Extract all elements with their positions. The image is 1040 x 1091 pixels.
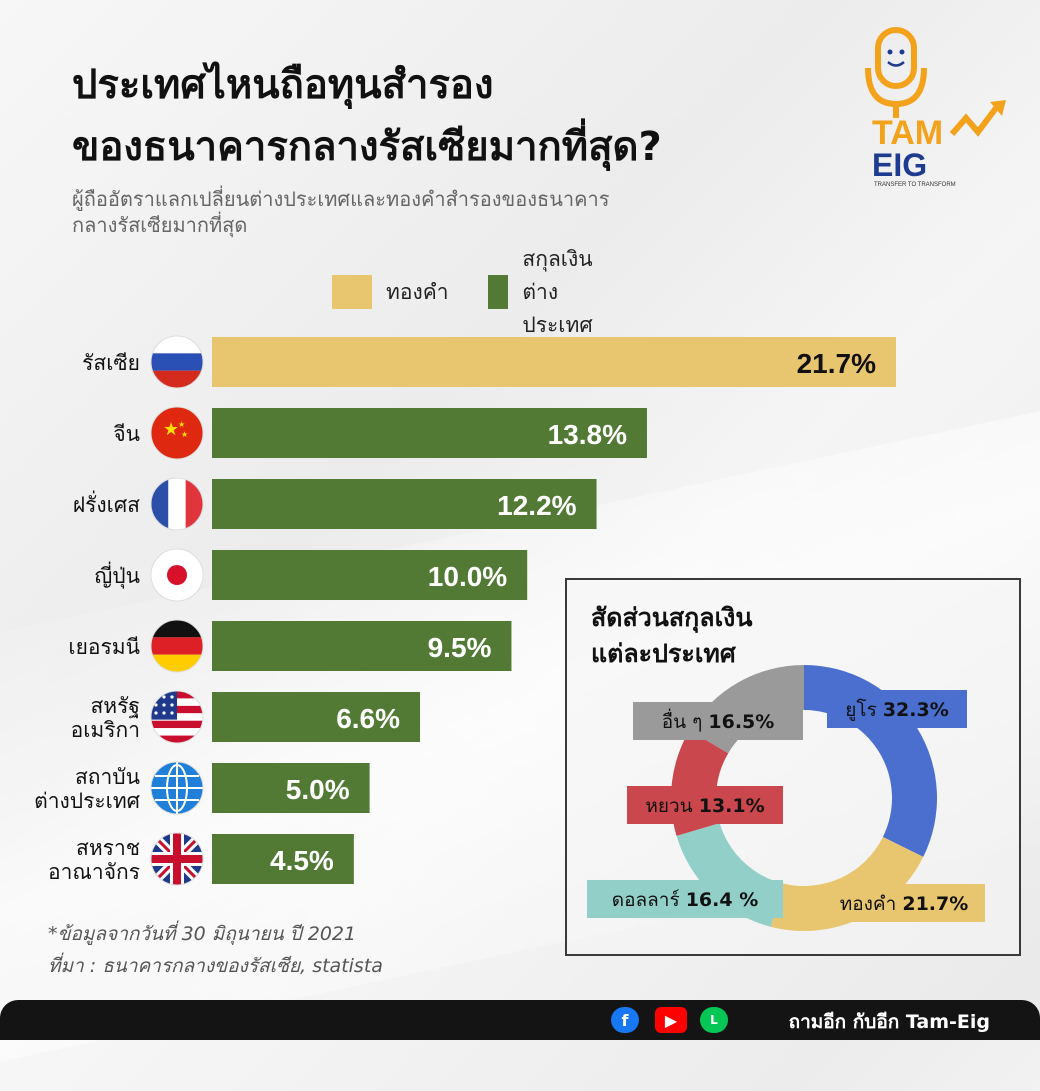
bar-7 <box>212 834 354 884</box>
donut-label-4: อื่น ๆ 16.5% <box>633 702 803 740</box>
line-icon[interactable]: L <box>700 1007 728 1033</box>
category-label-7: สหราชอาณาจักร <box>48 836 140 884</box>
svg-text:ยูโร 32.3%: ยูโร 32.3% <box>845 698 949 721</box>
legend-swatch-currency <box>488 275 509 309</box>
donut-title: สัดส่วนสกุลเงิน แต่ละประเทศ <box>591 600 851 672</box>
footnote-date: *ข้อมูลจากวันที่ 30 มิถุนายน ปี 2021 <box>48 923 357 945</box>
bar-4 <box>212 621 512 671</box>
bar-value-label-4: 9.5% <box>428 632 492 663</box>
bar-value-label-7: 4.5% <box>270 845 334 876</box>
footnote: *ข้อมูลจากวันที่ 30 มิถุนายน ปี 2021 ที่… <box>48 918 383 982</box>
page-title: ประเทศไหนถือทุนสำรอง ของธนาคารกลางรัสเซี… <box>72 54 662 178</box>
category-label-0: รัสเซีย <box>82 351 140 375</box>
youtube-icon[interactable]: ▶ <box>655 1007 687 1033</box>
legend-item-currency: สกุลเงินต่างประเทศ <box>488 247 612 337</box>
bar-1 <box>212 408 647 458</box>
donut-slice-1 <box>770 836 924 931</box>
subtitle: ผู้ถืออัตราแลกเปลี่ยนต่างประเทศและทองคำส… <box>72 187 610 237</box>
germany-flag-icon <box>150 619 204 673</box>
bar-value-label-0: 21.7% <box>797 348 876 379</box>
france-flag-icon <box>150 477 204 531</box>
logo-text-1: TAM <box>872 114 943 152</box>
bar-2 <box>212 479 597 529</box>
legend-item-gold: ทองคำ <box>332 274 449 310</box>
category-label-2: ฝรั่งเศส <box>73 490 140 517</box>
bar-chart: 21.7% รัสเซีย 13.8% ★★★ จีน 12.2% ฝรั่งเศส 10.0… <box>34 335 896 886</box>
japan-flag-icon <box>150 548 204 602</box>
donut-label-0: ยูโร 32.3% <box>827 690 967 728</box>
tam-eig-logo: TAM EIG TRANSFER TO TRANSFORM <box>865 27 1006 188</box>
uk-flag-icon <box>150 832 204 886</box>
svg-text:★: ★ <box>178 420 185 429</box>
donut-title-line-2: แต่ละประเทศ <box>591 639 736 668</box>
svg-text:ดอลลาร์ 16.4 %: ดอลลาร์ 16.4 % <box>612 889 758 911</box>
svg-text:★: ★ <box>181 430 188 439</box>
category-label-3: ญี่ปุ่น <box>94 561 140 589</box>
legend-label-currency: สกุลเงินต่างประเทศ <box>522 246 593 337</box>
category-label-6: สถาบันต่างประเทศ <box>34 765 141 813</box>
bar-value-label-6: 5.0% <box>286 774 350 805</box>
legend-swatch-gold <box>332 275 372 309</box>
footer-bar: f ▶ L ถามอีก กับอีก Tam-Eig <box>0 1000 1040 1040</box>
footnote-source: ที่มา : ธนาคารกลางของรัสเซีย, statista <box>48 955 383 977</box>
bar-6 <box>212 763 370 813</box>
svg-text:ทองคำ 21.7%: ทองคำ 21.7% <box>840 893 969 915</box>
svg-text:อื่น ๆ 16.5%: อื่น ๆ 16.5% <box>662 708 775 733</box>
donut-label-1: ทองคำ 21.7% <box>823 884 985 922</box>
category-label-1: จีน <box>113 422 140 446</box>
svg-text:★: ★ <box>163 419 179 440</box>
donut-chart: ยูโร 32.3% ทองคำ 21.7% ดอลลาร์ 16.4 % หยวน … <box>587 665 985 931</box>
donut-title-line-1: สัดส่วนสกุลเงิน <box>591 603 753 632</box>
bar-0 <box>212 337 896 387</box>
globe-icon <box>150 761 204 815</box>
bar-3 <box>212 550 528 600</box>
donut-chart-panel: สัดส่วนสกุลเงิน แต่ละประเทศ ยูโร 32.3% ทอ… <box>565 578 1021 956</box>
donut-label-2: ดอลลาร์ 16.4 % <box>587 880 783 918</box>
donut-label-3: หยวน 13.1% <box>627 786 783 824</box>
china-flag-icon: ★★★ <box>150 406 204 460</box>
bar-5 <box>212 692 421 742</box>
title-line-2: ของธนาคารกลางรัสเซียมากที่สุด? <box>72 124 662 170</box>
svg-text:หยวน 13.1%: หยวน 13.1% <box>645 795 764 817</box>
bar-value-label-2: 12.2% <box>497 490 576 521</box>
bar-value-label-3: 10.0% <box>428 561 507 592</box>
footer-brand: ถามอีก กับอีก Tam-Eig <box>788 1011 990 1033</box>
usa-flag-icon <box>150 690 204 744</box>
logo-text-2: EIG <box>872 147 927 183</box>
russia-flag-icon <box>150 335 204 389</box>
bar-value-label-5: 6.6% <box>336 703 400 734</box>
category-label-4: เยอรมนี <box>68 635 140 659</box>
legend-label-gold: ทองคำ <box>386 279 449 304</box>
logo-tagline: TRANSFER TO TRANSFORM <box>874 182 956 188</box>
title-line-1: ประเทศไหนถือทุนสำรอง <box>72 62 494 108</box>
category-label-5: สหรัฐอเมริกา <box>71 694 140 742</box>
bar-value-label-1: 13.8% <box>548 419 627 450</box>
facebook-icon[interactable]: f <box>611 1007 639 1033</box>
